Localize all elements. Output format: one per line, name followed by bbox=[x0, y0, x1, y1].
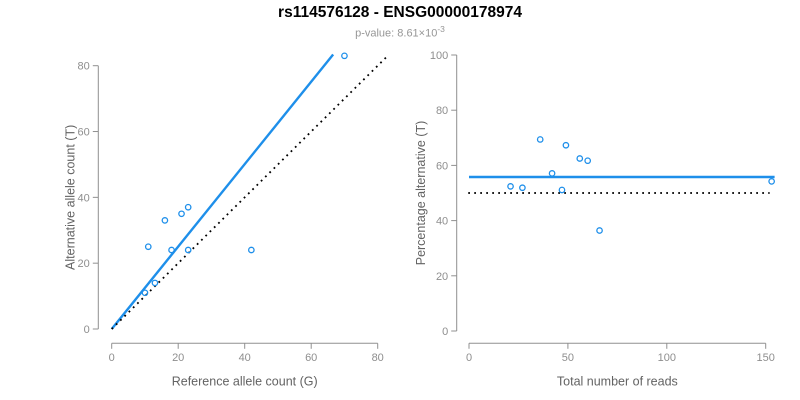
data-point bbox=[519, 184, 526, 192]
data-point bbox=[168, 246, 175, 254]
y-tick-label: 80 bbox=[436, 105, 448, 117]
x-tick-label: 80 bbox=[372, 352, 384, 364]
y-axis-title: Percentage alternative (T) bbox=[414, 121, 428, 266]
data-point bbox=[184, 246, 192, 254]
x-tick-label: 150 bbox=[757, 352, 775, 364]
data-point bbox=[536, 136, 544, 143]
figure-subtitle: p-value: 8.61×10-3 bbox=[0, 24, 800, 40]
data-point bbox=[507, 183, 514, 190]
x-tick-label: 50 bbox=[562, 352, 574, 364]
data-point bbox=[144, 243, 152, 251]
identity-line bbox=[111, 55, 389, 330]
x-axis-title: Total number of reads bbox=[557, 375, 678, 389]
x-tick-label: 100 bbox=[658, 352, 676, 364]
data-point bbox=[768, 178, 775, 185]
y-tick-label: 20 bbox=[436, 271, 448, 283]
y-tick-label: 80 bbox=[78, 61, 90, 73]
pvalue-exponent: -3 bbox=[437, 24, 445, 34]
y-tick-label: 40 bbox=[436, 216, 448, 228]
figure-title: rs114576128 - ENSG00000178974 bbox=[278, 4, 522, 21]
data-point bbox=[151, 279, 159, 287]
data-point bbox=[576, 155, 584, 162]
fit-line bbox=[110, 53, 335, 330]
x-axis-title: Reference allele count (G) bbox=[172, 375, 318, 389]
y-tick-label: 100 bbox=[430, 50, 448, 62]
data-point bbox=[596, 227, 603, 234]
data-point bbox=[341, 52, 348, 60]
x-tick-label: 40 bbox=[239, 352, 251, 364]
x-tick-label: 60 bbox=[305, 352, 317, 364]
data-point bbox=[584, 157, 592, 165]
x-tick-label: 0 bbox=[466, 352, 472, 364]
data-point bbox=[562, 141, 570, 149]
x-tick-label: 20 bbox=[172, 352, 184, 364]
data-point bbox=[178, 210, 185, 218]
x-tick-label: 0 bbox=[109, 352, 115, 364]
y-tick-label: 0 bbox=[442, 326, 448, 338]
y-tick-label: 60 bbox=[78, 127, 90, 139]
y-axis-title: Alternative allele count (T) bbox=[64, 125, 78, 270]
y-tick-label: 40 bbox=[78, 192, 90, 204]
data-point bbox=[184, 203, 192, 211]
pvalue-text: p-value: 8.61×10 bbox=[355, 27, 438, 40]
data-point bbox=[141, 289, 149, 297]
y-tick-label: 60 bbox=[436, 160, 448, 172]
data-point bbox=[548, 170, 556, 177]
y-tick-label: 0 bbox=[84, 324, 90, 336]
data-point bbox=[161, 217, 169, 224]
y-tick-label: 20 bbox=[78, 258, 90, 270]
data-point bbox=[558, 186, 566, 194]
data-point bbox=[248, 246, 255, 254]
